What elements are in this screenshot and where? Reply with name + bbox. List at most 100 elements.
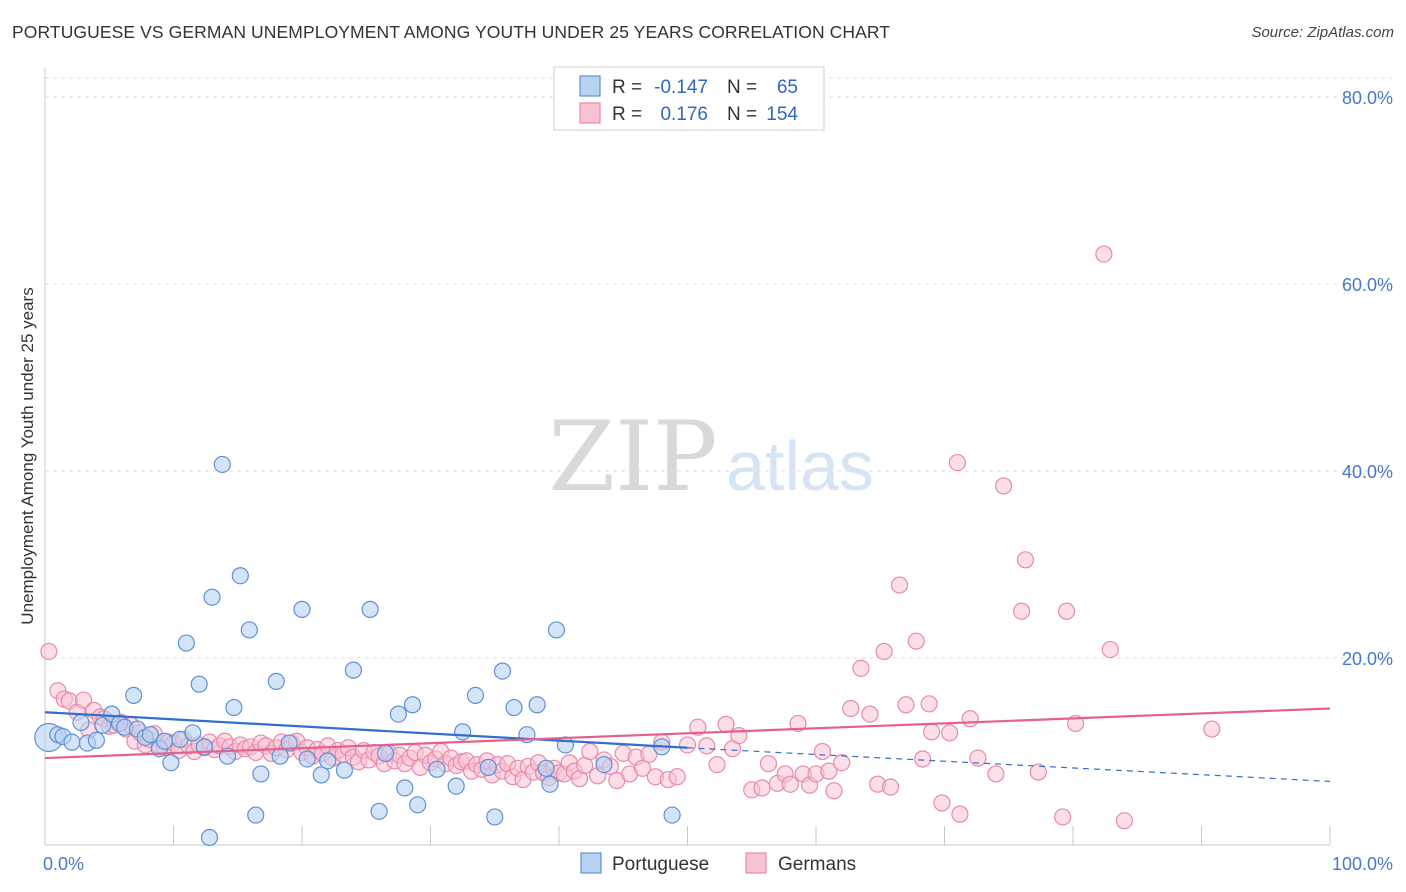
bottom-legend-swatch-portuguese bbox=[580, 852, 602, 874]
germans-point bbox=[833, 754, 851, 772]
portuguese-trend-line bbox=[44, 711, 688, 749]
legend-n-label: N = bbox=[727, 104, 757, 125]
germans-point bbox=[969, 749, 987, 767]
portuguese-point bbox=[595, 755, 613, 774]
portuguese-point bbox=[547, 621, 566, 639]
germans-point bbox=[820, 762, 838, 780]
portuguese-point bbox=[479, 758, 497, 776]
portuguese-point bbox=[537, 759, 555, 777]
portuguese-point bbox=[162, 754, 180, 772]
germans-point bbox=[759, 755, 778, 773]
germans-point bbox=[987, 765, 1005, 783]
germans-point bbox=[1057, 602, 1076, 620]
watermark-zip: ZIP bbox=[548, 401, 717, 513]
germans-point bbox=[717, 715, 735, 733]
germans-point bbox=[995, 477, 1013, 495]
portuguese-point bbox=[335, 761, 354, 779]
germans-point bbox=[689, 718, 707, 736]
x-tick-labels: 0.0% 100.0% bbox=[43, 854, 1393, 874]
germans-point bbox=[781, 775, 799, 793]
portuguese-point bbox=[409, 796, 427, 814]
germans-point bbox=[813, 742, 832, 761]
germans-point bbox=[1016, 551, 1035, 569]
germans-point bbox=[890, 576, 909, 594]
portuguese-point bbox=[403, 696, 422, 714]
portuguese-point bbox=[486, 808, 504, 826]
y-tick-label: 80.0% bbox=[1342, 88, 1393, 108]
portuguese-point bbox=[252, 765, 270, 783]
germans-point bbox=[948, 453, 966, 472]
germans-point bbox=[941, 724, 959, 742]
portuguese-point bbox=[63, 733, 81, 751]
germans-point bbox=[961, 710, 979, 728]
germans-point bbox=[40, 642, 58, 661]
bottom-legend-swatch-germans bbox=[745, 852, 767, 874]
germans-point bbox=[1012, 602, 1031, 620]
trend-lines bbox=[44, 707, 1331, 783]
portuguese-point bbox=[190, 675, 208, 693]
portuguese-point bbox=[389, 705, 407, 723]
germans-point bbox=[907, 632, 925, 650]
germans-point bbox=[852, 659, 870, 677]
portuguese-point bbox=[319, 752, 337, 770]
portuguese-point bbox=[376, 744, 395, 762]
portuguese-point bbox=[528, 696, 546, 714]
bottom-legend-label-germans: Germans bbox=[778, 854, 856, 875]
x-tick-label: 100.0% bbox=[1332, 854, 1393, 874]
portuguese-point bbox=[361, 600, 379, 618]
germans-point bbox=[1115, 812, 1134, 830]
germans-point bbox=[74, 691, 93, 709]
germans-point bbox=[581, 742, 599, 761]
chart-source: Source: ZipAtlas.com bbox=[1251, 24, 1394, 41]
portuguese-point bbox=[72, 713, 90, 732]
watermark-atlas: atlas bbox=[726, 427, 874, 505]
legend-swatch-portuguese bbox=[579, 75, 601, 97]
portuguese-point bbox=[177, 634, 195, 652]
portuguese-point bbox=[87, 731, 106, 749]
germans-point bbox=[789, 714, 807, 733]
portuguese-point bbox=[396, 779, 414, 797]
germans-point bbox=[861, 705, 879, 723]
portuguese-point bbox=[556, 736, 575, 754]
legend-r-label: R = bbox=[612, 77, 642, 98]
portuguese-point bbox=[155, 732, 174, 750]
portuguese-point bbox=[203, 588, 221, 606]
germans-point bbox=[753, 779, 771, 797]
legend-swatch-germans bbox=[579, 102, 601, 124]
watermark: ZIP atlas bbox=[548, 401, 874, 513]
portuguese-point bbox=[344, 661, 362, 679]
portuguese-point bbox=[493, 662, 512, 680]
legend: R = -0.147 N = 65 R = 0.176 N = 154 bbox=[553, 66, 825, 131]
portuguese-point bbox=[312, 766, 330, 784]
legend-r-value: 0.176 bbox=[660, 104, 708, 125]
germans-trend-line bbox=[44, 707, 1331, 760]
germans-point bbox=[698, 737, 716, 755]
portuguese-point bbox=[447, 777, 465, 795]
portuguese-point bbox=[184, 724, 202, 742]
germans-point bbox=[1101, 640, 1119, 659]
legend-r-value: -0.147 bbox=[654, 77, 708, 98]
germans-point bbox=[881, 778, 900, 796]
portuguese-point bbox=[454, 723, 472, 741]
portuguese-point bbox=[505, 698, 523, 717]
germans-point bbox=[1029, 763, 1047, 781]
germans-point bbox=[897, 696, 915, 714]
portuguese-point bbox=[293, 600, 311, 618]
portuguese-point bbox=[541, 775, 559, 793]
y-tick-label: 20.0% bbox=[1342, 649, 1393, 669]
portuguese-point bbox=[200, 828, 219, 847]
portuguese-point bbox=[267, 672, 285, 690]
germans-point bbox=[923, 723, 941, 741]
portuguese-point bbox=[663, 806, 681, 824]
portuguese-point bbox=[125, 686, 143, 705]
germans-point bbox=[875, 642, 893, 661]
germans-point bbox=[914, 750, 932, 768]
legend-r-label: R = bbox=[612, 104, 642, 125]
germans-point bbox=[1095, 245, 1113, 263]
y-tick-label: 40.0% bbox=[1342, 462, 1393, 482]
germans-point bbox=[920, 695, 938, 713]
portuguese-point bbox=[280, 734, 298, 752]
germans-point bbox=[933, 794, 951, 812]
germans-point bbox=[1054, 808, 1072, 826]
